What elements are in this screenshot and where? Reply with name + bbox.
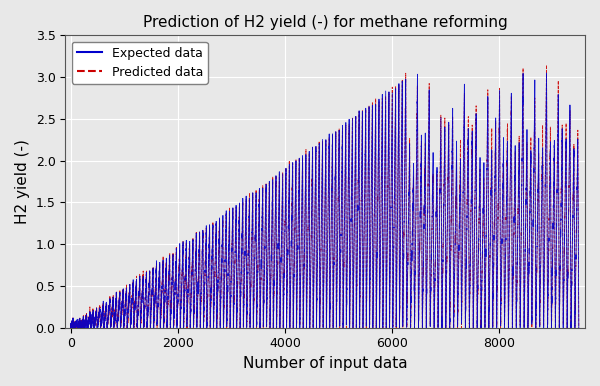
Legend: Expected data, Predicted data: Expected data, Predicted data xyxy=(71,42,208,84)
Y-axis label: H2 yield (-): H2 yield (-) xyxy=(15,139,30,224)
Title: Prediction of H2 yield (-) for methane reforming: Prediction of H2 yield (-) for methane r… xyxy=(143,15,508,30)
X-axis label: Number of input data: Number of input data xyxy=(243,356,407,371)
